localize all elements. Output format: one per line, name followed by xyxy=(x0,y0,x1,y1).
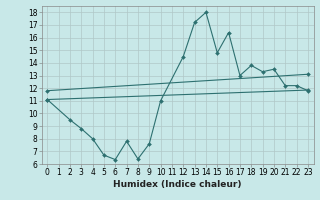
X-axis label: Humidex (Indice chaleur): Humidex (Indice chaleur) xyxy=(113,180,242,189)
